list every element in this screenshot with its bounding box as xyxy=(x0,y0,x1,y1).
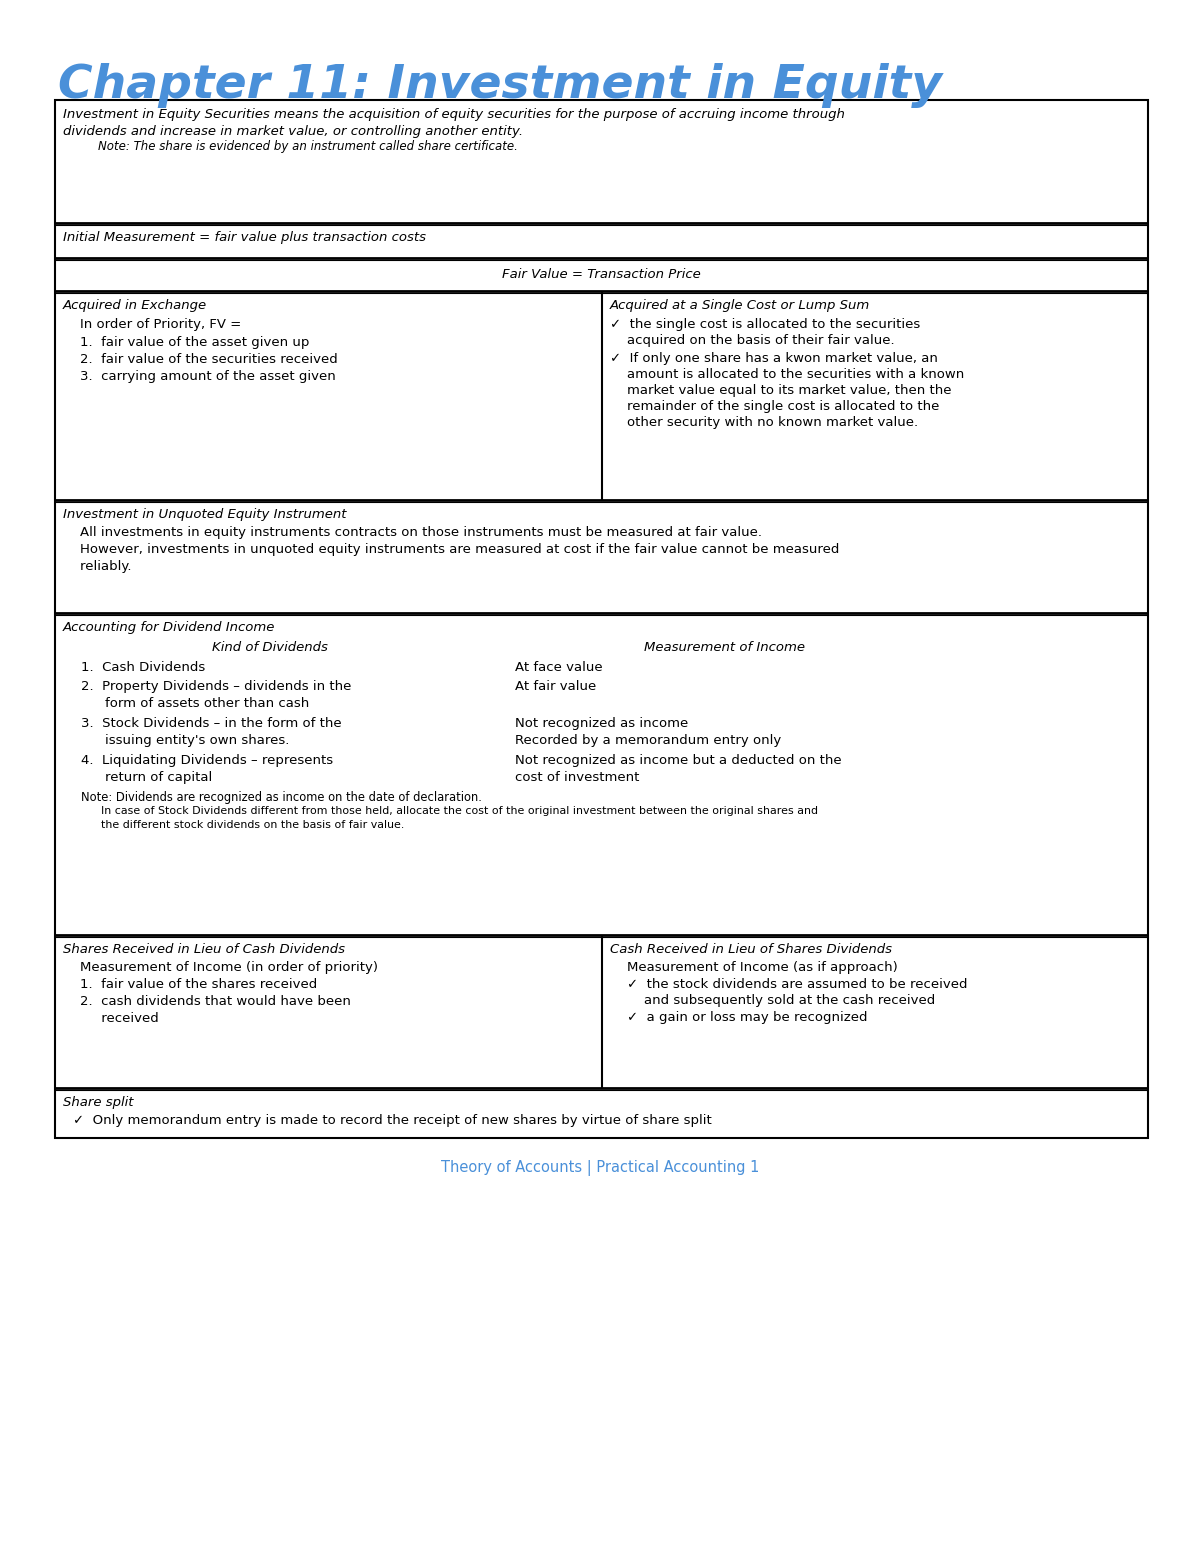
Text: However, investments in unquoted equity instruments are measured at cost if the : However, investments in unquoted equity … xyxy=(64,544,839,556)
Text: 1.  fair value of the asset given up: 1. fair value of the asset given up xyxy=(64,335,310,349)
Text: Fair Value = Transaction Price: Fair Value = Transaction Price xyxy=(502,269,701,281)
Text: Shares Received in Lieu of Cash Dividends: Shares Received in Lieu of Cash Dividend… xyxy=(64,943,346,957)
Text: In case of Stock Dividends different from those held, allocate the cost of the o: In case of Stock Dividends different fro… xyxy=(101,806,818,815)
Text: Recorded by a memorandum entry only: Recorded by a memorandum entry only xyxy=(515,735,781,747)
Text: ✓  Only memorandum entry is made to record the receipt of new shares by virtue o: ✓ Only memorandum entry is made to recor… xyxy=(73,1114,712,1127)
Text: Investment in Unquoted Equity Instrument: Investment in Unquoted Equity Instrument xyxy=(64,508,347,520)
Text: 2.  Property Dividends – dividends in the: 2. Property Dividends – dividends in the xyxy=(82,680,352,693)
Text: In order of Priority, FV =: In order of Priority, FV = xyxy=(64,318,241,331)
Text: acquired on the basis of their fair value.: acquired on the basis of their fair valu… xyxy=(610,334,894,346)
Text: Measurement of Income: Measurement of Income xyxy=(644,641,805,654)
Text: Not recognized as income but a deducted on the: Not recognized as income but a deducted … xyxy=(515,755,841,767)
Text: Accounting for Dividend Income: Accounting for Dividend Income xyxy=(64,621,275,634)
Text: dividends and increase in market value, or controlling another entity.: dividends and increase in market value, … xyxy=(64,124,523,138)
Text: Measurement of Income (in order of priority): Measurement of Income (in order of prior… xyxy=(64,961,378,974)
Text: At face value: At face value xyxy=(515,662,602,674)
Text: received: received xyxy=(64,1013,158,1025)
Text: remainder of the single cost is allocated to the: remainder of the single cost is allocate… xyxy=(610,401,938,413)
Text: cost of investment: cost of investment xyxy=(515,770,640,784)
Text: 1.  Cash Dividends: 1. Cash Dividends xyxy=(82,662,205,674)
Text: Note: Dividends are recognized as income on the date of declaration.: Note: Dividends are recognized as income… xyxy=(82,790,482,804)
Text: ✓  a gain or loss may be recognized: ✓ a gain or loss may be recognized xyxy=(610,1011,866,1023)
Text: ✓  the stock dividends are assumed to be received: ✓ the stock dividends are assumed to be … xyxy=(610,978,967,991)
Text: 1.  fair value of the shares received: 1. fair value of the shares received xyxy=(64,978,317,991)
Text: At fair value: At fair value xyxy=(515,680,596,693)
Text: reliably.: reliably. xyxy=(64,561,132,573)
Text: ✓  If only one share has a kwon market value, an: ✓ If only one share has a kwon market va… xyxy=(610,353,937,365)
Text: Investment in Equity Securities means the acquisition of equity securities for t: Investment in Equity Securities means th… xyxy=(64,109,845,121)
Text: Not recognized as income: Not recognized as income xyxy=(515,717,689,730)
Text: 3.  carrying amount of the asset given: 3. carrying amount of the asset given xyxy=(64,370,336,384)
Text: form of assets other than cash: form of assets other than cash xyxy=(106,697,310,710)
Text: other security with no known market value.: other security with no known market valu… xyxy=(610,416,918,429)
Text: Share split: Share split xyxy=(64,1096,133,1109)
Text: 2.  cash dividends that would have been: 2. cash dividends that would have been xyxy=(64,995,350,1008)
Text: amount is allocated to the securities with a known: amount is allocated to the securities wi… xyxy=(610,368,964,380)
Text: All investments in equity instruments contracts on those instruments must be mea: All investments in equity instruments co… xyxy=(64,526,762,539)
Text: the different stock dividends on the basis of fair value.: the different stock dividends on the bas… xyxy=(101,820,404,829)
Text: ✓  the single cost is allocated to the securities: ✓ the single cost is allocated to the se… xyxy=(610,318,919,331)
Text: and subsequently sold at the cash received: and subsequently sold at the cash receiv… xyxy=(610,994,935,1006)
Text: 4.  Liquidating Dividends – represents: 4. Liquidating Dividends – represents xyxy=(82,755,334,767)
Text: Measurement of Income (as if approach): Measurement of Income (as if approach) xyxy=(610,961,898,974)
Text: Theory of Accounts | Practical Accounting 1: Theory of Accounts | Practical Accountin… xyxy=(440,1160,760,1176)
Text: Cash Received in Lieu of Shares Dividends: Cash Received in Lieu of Shares Dividend… xyxy=(610,943,892,957)
Text: Acquired at a Single Cost or Lump Sum: Acquired at a Single Cost or Lump Sum xyxy=(610,300,870,312)
Text: issuing entity's own shares.: issuing entity's own shares. xyxy=(106,735,289,747)
Text: Acquired in Exchange: Acquired in Exchange xyxy=(64,300,208,312)
Text: Kind of Dividends: Kind of Dividends xyxy=(212,641,328,654)
Text: Note: The share is evidenced by an instrument called share certificate.: Note: The share is evidenced by an instr… xyxy=(98,140,518,154)
Text: market value equal to its market value, then the: market value equal to its market value, … xyxy=(610,384,952,398)
Text: Initial Measurement = fair value plus transaction costs: Initial Measurement = fair value plus tr… xyxy=(64,231,426,244)
Text: return of capital: return of capital xyxy=(106,770,212,784)
Text: 3.  Stock Dividends – in the form of the: 3. Stock Dividends – in the form of the xyxy=(82,717,342,730)
Text: 2.  fair value of the securities received: 2. fair value of the securities received xyxy=(64,353,337,367)
Text: Chapter 11: Investment in Equity: Chapter 11: Investment in Equity xyxy=(58,64,942,109)
Bar xyxy=(55,99,1148,1138)
